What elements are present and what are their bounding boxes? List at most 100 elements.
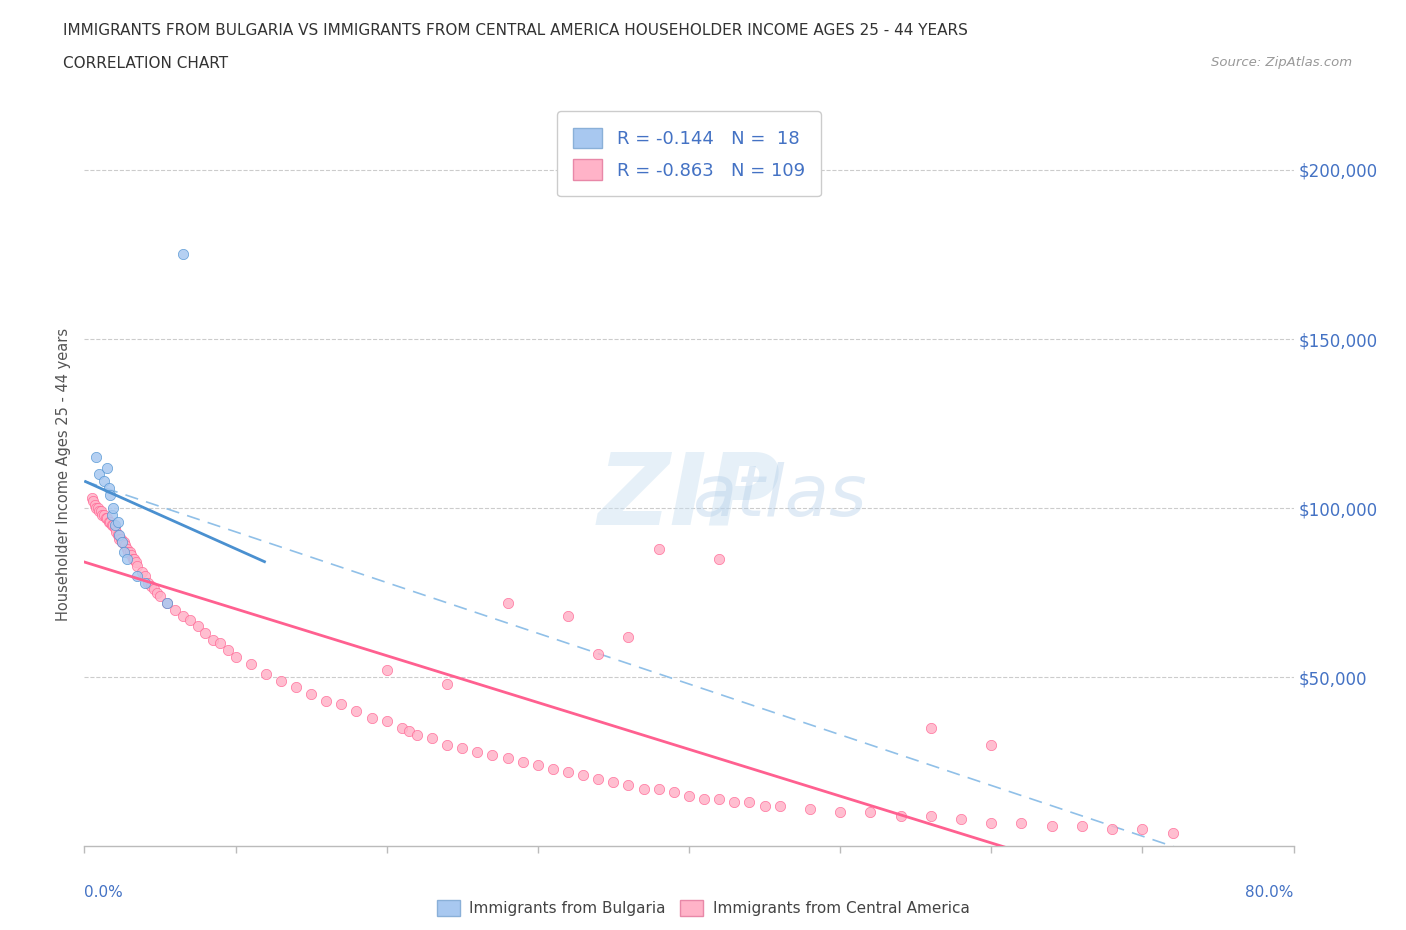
Point — [86, 450, 108, 465]
Point — [93, 508, 115, 523]
Point — [709, 791, 731, 806]
Y-axis label: Householder Income Ages 25 - 44 years: Householder Income Ages 25 - 44 years — [56, 327, 72, 621]
Point — [125, 555, 148, 570]
Point — [89, 504, 111, 519]
Text: Source: ZipAtlas.com: Source: ZipAtlas.com — [1212, 56, 1353, 69]
Point — [97, 514, 120, 529]
Point — [121, 551, 143, 566]
Point — [90, 504, 112, 519]
Point — [136, 575, 159, 590]
Point — [950, 812, 973, 827]
Point — [142, 582, 165, 597]
Point — [1011, 816, 1033, 830]
Point — [709, 551, 731, 566]
Point — [156, 595, 179, 610]
Point — [254, 667, 277, 682]
Point — [693, 791, 716, 806]
Point — [115, 541, 138, 556]
Point — [512, 754, 534, 769]
Point — [1071, 818, 1094, 833]
Point — [617, 630, 640, 644]
Point — [104, 521, 127, 536]
Point — [100, 518, 122, 533]
Point — [285, 680, 308, 695]
Point — [179, 612, 201, 627]
Point — [920, 721, 942, 736]
Point — [481, 748, 503, 763]
Legend: R = -0.144   N =  18, R = -0.863   N = 109: R = -0.144 N = 18, R = -0.863 N = 109 — [557, 112, 821, 196]
Point — [723, 795, 745, 810]
Point — [588, 771, 610, 786]
Point — [112, 535, 135, 550]
Point — [107, 514, 129, 529]
Text: ZIP: ZIP — [598, 448, 780, 545]
Point — [100, 508, 122, 523]
Point — [156, 595, 179, 610]
Point — [360, 711, 382, 725]
Point — [98, 487, 121, 502]
Point — [114, 538, 136, 552]
Point — [172, 247, 194, 262]
Point — [89, 467, 111, 482]
Point — [94, 511, 117, 525]
Point — [84, 498, 107, 512]
Point — [678, 788, 700, 803]
Point — [101, 518, 124, 533]
Point — [139, 578, 162, 593]
Point — [633, 781, 655, 796]
Point — [980, 737, 1002, 752]
Point — [82, 494, 104, 509]
Text: 0.0%: 0.0% — [84, 885, 124, 900]
Point — [1101, 822, 1123, 837]
Point — [980, 816, 1002, 830]
Point — [375, 713, 398, 728]
Point — [96, 511, 118, 525]
Point — [496, 595, 519, 610]
Point — [112, 545, 135, 560]
Point — [890, 808, 912, 823]
Point — [134, 568, 156, 583]
Point — [225, 649, 247, 664]
Point — [111, 535, 134, 550]
Point — [346, 704, 368, 719]
Point — [120, 548, 142, 563]
Point — [107, 527, 129, 542]
Point — [101, 500, 124, 515]
Point — [134, 575, 156, 590]
Point — [97, 481, 120, 496]
Point — [87, 500, 110, 515]
Point — [131, 565, 153, 579]
Point — [108, 531, 131, 546]
Point — [920, 808, 942, 823]
Point — [572, 768, 595, 783]
Point — [91, 508, 114, 523]
Point — [201, 632, 224, 647]
Point — [122, 551, 145, 566]
Point — [270, 673, 292, 688]
Point — [769, 798, 792, 813]
Point — [406, 727, 429, 742]
Point — [86, 500, 108, 515]
Point — [96, 460, 118, 475]
Point — [436, 737, 458, 752]
Point — [118, 545, 141, 560]
Point — [467, 744, 489, 759]
Point — [117, 545, 139, 560]
Text: atlas: atlas — [692, 462, 868, 531]
Point — [194, 626, 217, 641]
Point — [398, 724, 420, 738]
Legend: Immigrants from Bulgaria, Immigrants from Central America: Immigrants from Bulgaria, Immigrants fro… — [430, 894, 976, 923]
Point — [127, 558, 149, 573]
Point — [115, 551, 138, 566]
Point — [375, 663, 398, 678]
Point — [436, 676, 458, 691]
Point — [799, 802, 821, 817]
Point — [80, 490, 103, 505]
Text: IMMIGRANTS FROM BULGARIA VS IMMIGRANTS FROM CENTRAL AMERICA HOUSEHOLDER INCOME A: IMMIGRANTS FROM BULGARIA VS IMMIGRANTS F… — [63, 23, 969, 38]
Point — [105, 525, 128, 539]
Point — [110, 531, 132, 546]
Point — [209, 636, 232, 651]
Point — [315, 694, 337, 709]
Point — [451, 741, 474, 756]
Point — [239, 657, 262, 671]
